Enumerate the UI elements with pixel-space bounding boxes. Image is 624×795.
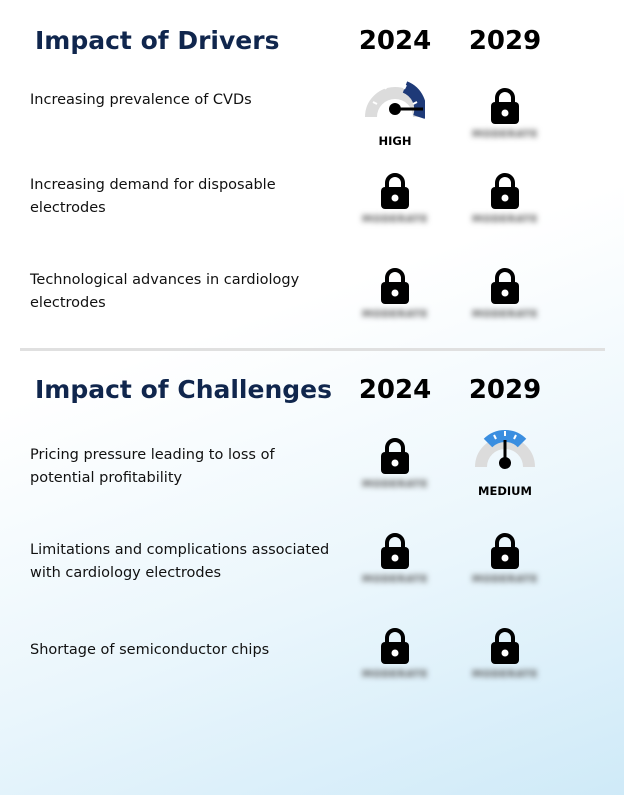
drivers-year-2024: 2024 (358, 26, 432, 56)
challenge-1-2029-gauge: MEDIUM (460, 428, 550, 498)
challenge-3-2029-locked[interactable]: MODERATE (460, 627, 550, 697)
lock-icon (381, 438, 409, 474)
driver-1-2024-gauge: HIGH (350, 78, 440, 148)
locked-value-placeholder: MODERATE (472, 574, 538, 585)
driver-label-3: Technological advances in cardiology ele… (30, 272, 300, 311)
challenge-1-2024-locked[interactable]: MODERATE (350, 437, 440, 507)
driver-label-1: Increasing prevalence of CVDs (30, 92, 252, 108)
driver-label-2: Increasing demand for disposable electro… (30, 177, 276, 216)
challenges-year-2029: 2029 (468, 375, 542, 405)
drivers-year-2029: 2029 (468, 26, 542, 56)
gauge-icon (365, 81, 425, 119)
challenges-title: Impact of Challenges (35, 375, 332, 404)
lock-icon (491, 173, 519, 209)
locked-value-placeholder: MODERATE (472, 129, 538, 140)
lock-icon (491, 268, 519, 304)
driver-2-2029-locked[interactable]: MODERATE (460, 172, 550, 242)
drivers-title: Impact of Drivers (35, 26, 280, 55)
challenge-2-2024-locked[interactable]: MODERATE (350, 532, 440, 602)
challenges-year-2024: 2024 (358, 375, 432, 405)
lock-icon (491, 628, 519, 664)
lock-icon (491, 88, 519, 124)
lock-icon (491, 533, 519, 569)
lock-icon (381, 173, 409, 209)
challenge-2-2029-locked[interactable]: MODERATE (460, 532, 550, 602)
driver-1-2029-locked[interactable]: MODERATE (460, 87, 550, 157)
locked-value-placeholder: MODERATE (362, 669, 428, 680)
locked-value-placeholder: MODERATE (362, 309, 428, 320)
gauge-label-medium: MEDIUM (478, 484, 532, 498)
driver-3-2029-locked[interactable]: MODERATE (460, 267, 550, 337)
locked-value-placeholder: MODERATE (472, 214, 538, 225)
lock-icon (381, 628, 409, 664)
locked-value-placeholder: MODERATE (362, 479, 428, 490)
driver-2-2024-locked[interactable]: MODERATE (350, 172, 440, 242)
locked-value-placeholder: MODERATE (472, 309, 538, 320)
lock-icon (381, 533, 409, 569)
section-divider (20, 348, 605, 351)
driver-3-2024-locked[interactable]: MODERATE (350, 267, 440, 337)
challenge-label-1: Pricing pressure leading to loss of pote… (30, 447, 275, 486)
challenge-label-3: Shortage of semiconductor chips (30, 642, 270, 658)
gauge-label-high: HIGH (378, 134, 412, 148)
challenge-3-2024-locked[interactable]: MODERATE (350, 627, 440, 697)
locked-value-placeholder: MODERATE (362, 214, 428, 225)
gauge-icon (475, 429, 535, 469)
lock-icon (381, 268, 409, 304)
locked-value-placeholder: MODERATE (362, 574, 428, 585)
locked-value-placeholder: MODERATE (472, 669, 538, 680)
challenge-label-2: Limitations and complications associated… (30, 542, 330, 581)
